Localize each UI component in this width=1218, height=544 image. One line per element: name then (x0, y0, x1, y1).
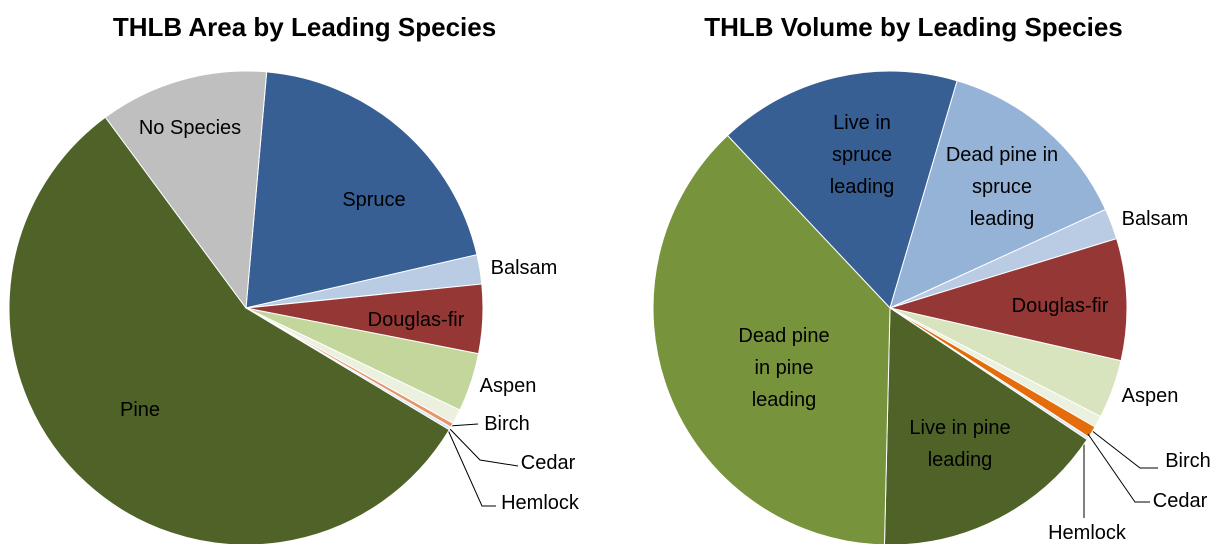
slice-label: Live in spruce leading (829, 112, 895, 198)
leader-line (447, 429, 496, 507)
leader-line (448, 427, 519, 467)
leader-line (1087, 433, 1150, 503)
leader-line (448, 423, 479, 427)
slice-label: No Species (138, 117, 242, 139)
leader-line (1090, 429, 1158, 469)
pie-slice (8, 116, 451, 544)
slice-label: Aspen (479, 375, 537, 397)
slice-label: Live in pine leading (909, 417, 1011, 471)
slice-label: Dead pine in pine leading (738, 325, 830, 411)
slice-label: Aspen (1121, 385, 1179, 407)
slice-label: Douglas-fir (367, 309, 465, 331)
slice-label: Pine (119, 399, 161, 421)
slice-label: Balsam (1121, 208, 1189, 230)
slice-label: Cedar (1152, 490, 1208, 512)
pie-slice (889, 80, 1107, 309)
slice-label: Birch (1165, 450, 1211, 472)
pie-slice (652, 134, 891, 544)
slice-label: Dead pine in spruce leading (945, 144, 1059, 230)
pie-slice (245, 71, 478, 309)
pie-slice (104, 70, 268, 310)
chart-title: THLB Area by Leading Species (112, 12, 497, 42)
slice-label: Spruce (342, 189, 406, 211)
pie-slice (726, 70, 958, 309)
pie-slice (883, 307, 1088, 544)
slice-label: Birch (484, 413, 530, 435)
slice-label: Cedar (520, 452, 576, 474)
slice-label: Balsam (490, 257, 558, 279)
pie-slice (888, 238, 1128, 362)
slice-label: Hemlock (1048, 522, 1126, 544)
chart-title: THLB Volume by Leading Species (704, 12, 1123, 42)
slice-label: Hemlock (501, 492, 579, 514)
slice-label: Douglas-fir (1011, 295, 1109, 317)
